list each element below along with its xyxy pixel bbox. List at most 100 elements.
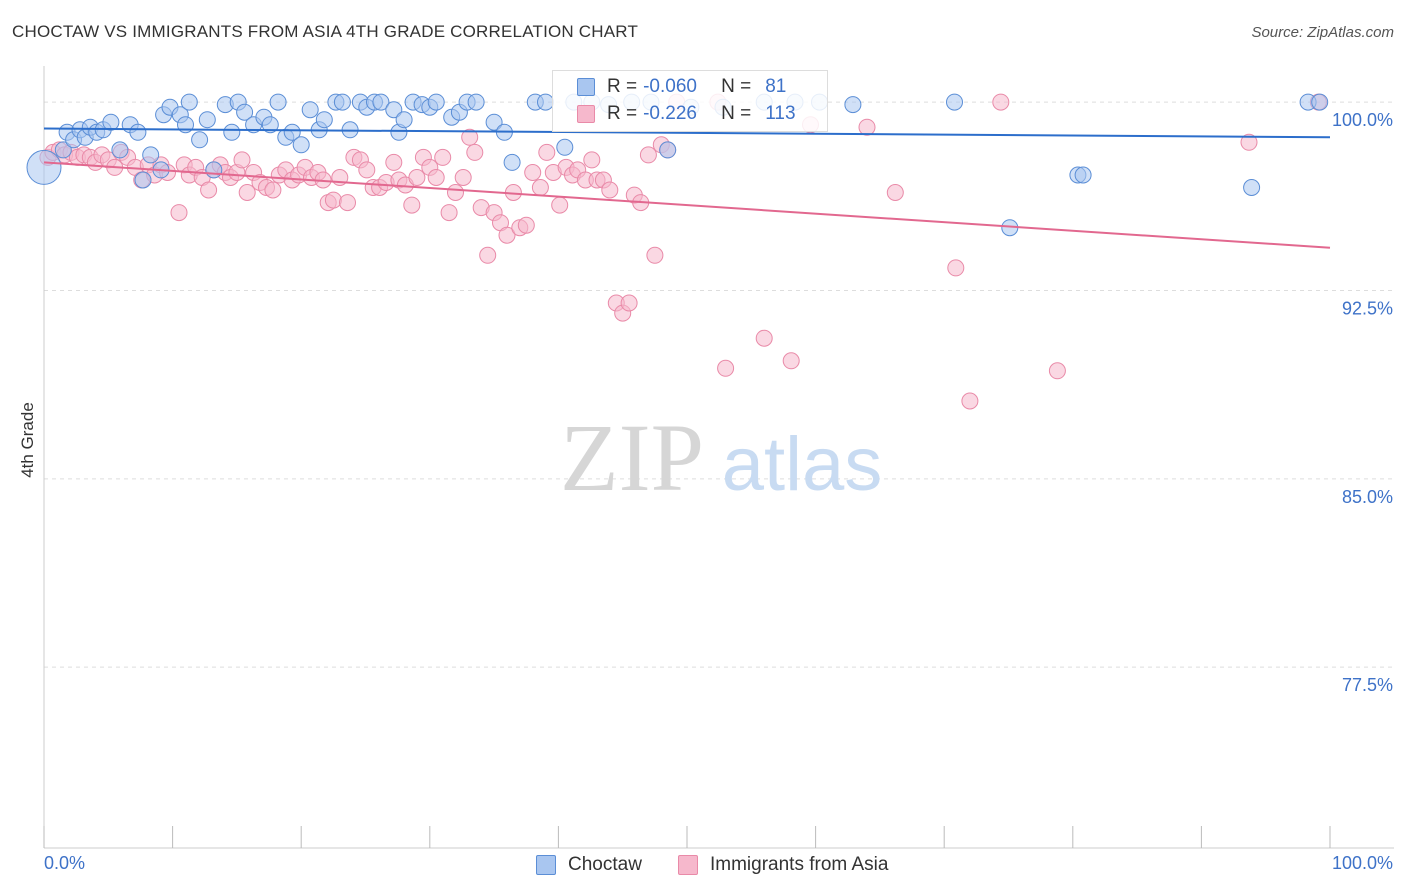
immigrants-point [200, 181, 218, 199]
immigrants-point [947, 259, 965, 277]
immigrants-point [440, 204, 458, 222]
choctaw-point [111, 141, 129, 159]
choctaw-point [467, 93, 485, 111]
choctaw-point [315, 111, 333, 129]
legend-swatch-immigrants [577, 105, 595, 123]
immigrants-point [434, 148, 452, 166]
choctaw-point [205, 161, 223, 179]
chart-title: CHOCTAW VS IMMIGRANTS FROM ASIA 4TH GRAD… [12, 22, 639, 41]
immigrants-point [461, 128, 479, 146]
y-tick-label: 77.5% [1342, 675, 1393, 695]
choctaw-point [333, 93, 351, 111]
series-immigrants-points [39, 93, 1327, 410]
choctaw-point [269, 93, 287, 111]
immigrants-point [339, 194, 356, 212]
immigrants-point [583, 151, 601, 169]
bottom-legend-choctaw: Choctaw [536, 852, 642, 878]
choctaw-point [1074, 166, 1092, 184]
immigrants-point [170, 204, 188, 222]
immigrants-point [886, 184, 904, 201]
bottom-legend-label: Immigrants from Asia [710, 854, 889, 875]
watermark: ZIP atlas [560, 404, 882, 511]
immigrants-point [403, 196, 421, 214]
choctaw-point [102, 113, 120, 131]
immigrants-point [324, 191, 342, 209]
choctaw-point [503, 153, 521, 171]
immigrants-point [717, 359, 735, 377]
x-tick-label: 100.0% [1332, 853, 1393, 873]
choctaw-point [54, 141, 72, 159]
legend-n-label: N = [721, 76, 752, 97]
bottom-legend-immigrants: Immigrants from Asia [678, 852, 888, 878]
choctaw-point [223, 123, 241, 141]
bottom-swatch-choctaw [536, 855, 556, 875]
series-choctaw-points [26, 93, 1329, 237]
legend-row-immigrants: R = -0.226 N = 113 [577, 101, 796, 127]
chart-source: Source: ZipAtlas.com [1251, 24, 1394, 41]
choctaw-point [261, 116, 279, 134]
immigrants-point [646, 246, 664, 264]
legend-r-label: R = [607, 103, 638, 124]
immigrants-point [782, 352, 800, 370]
choctaw-point [395, 111, 413, 129]
watermark-atlas: atlas [722, 422, 883, 507]
immigrants-point [264, 181, 282, 199]
axes [43, 66, 1394, 849]
legend-swatch-choctaw [577, 78, 595, 96]
choctaw-point [129, 123, 147, 141]
immigrants-point [551, 196, 569, 214]
immigrants-point [992, 93, 1010, 111]
immigrants-point [466, 143, 484, 161]
immigrants-trend-line [43, 161, 1331, 249]
immigrants-point [447, 184, 464, 201]
choctaw-point [485, 113, 503, 131]
choctaw-point [372, 93, 390, 111]
choctaw-point [427, 93, 445, 111]
legend-n-value: 113 [765, 103, 796, 124]
immigrants-point [538, 143, 556, 161]
immigrants-point [639, 146, 657, 164]
choctaw-point [26, 149, 62, 185]
choctaw-point [844, 96, 862, 114]
immigrants-point [479, 246, 497, 264]
immigrants-point [1240, 133, 1258, 151]
immigrants-point [385, 153, 403, 171]
tick-labels: 100.0% 92.5% 85.0% 77.5% 0.0% 100.0% [44, 110, 1393, 873]
immigrants-point [755, 329, 773, 347]
y-axis-label-wrap: 4th Grade [16, 380, 40, 500]
y-axis-label: 4th Grade [18, 402, 37, 478]
immigrants-point [1048, 362, 1066, 380]
immigrants-point [233, 151, 251, 169]
immigrants-point [517, 216, 535, 234]
choctaw-point [191, 131, 209, 149]
legend-n-label: N = [721, 103, 752, 124]
choctaw-point [134, 171, 152, 189]
immigrants-point [524, 164, 542, 181]
choctaw-point [556, 138, 574, 156]
choctaw-point [180, 93, 198, 111]
y-tick-label: 92.5% [1342, 298, 1393, 318]
watermark-zip: ZIP [560, 404, 704, 511]
choctaw-point [385, 101, 403, 119]
choctaw-point [1243, 179, 1261, 196]
y-tick-label: 100.0% [1332, 110, 1393, 130]
immigrants-point [358, 161, 376, 179]
choctaw-point [283, 123, 301, 141]
immigrants-point [498, 226, 516, 244]
choctaw-point [1311, 93, 1329, 111]
immigrants-point [531, 179, 549, 196]
immigrants-point [427, 169, 445, 186]
y-tick-label: 85.0% [1342, 487, 1393, 507]
immigrants-point [408, 169, 426, 186]
legend-r-label: R = [607, 76, 638, 97]
legend-n-value: 81 [765, 76, 787, 97]
choctaw-trend-line [43, 127, 1331, 139]
legend-r-value: -0.226 [643, 103, 697, 124]
immigrants-point [454, 169, 472, 186]
choctaw-point [301, 101, 319, 119]
choctaw-point [236, 103, 254, 121]
choctaw-point [142, 146, 160, 164]
legend-row-choctaw: R = -0.060 N = 81 [577, 74, 786, 100]
stats-legend: R = -0.060 N = 81 R = -0.226 N = 113 [552, 70, 828, 132]
